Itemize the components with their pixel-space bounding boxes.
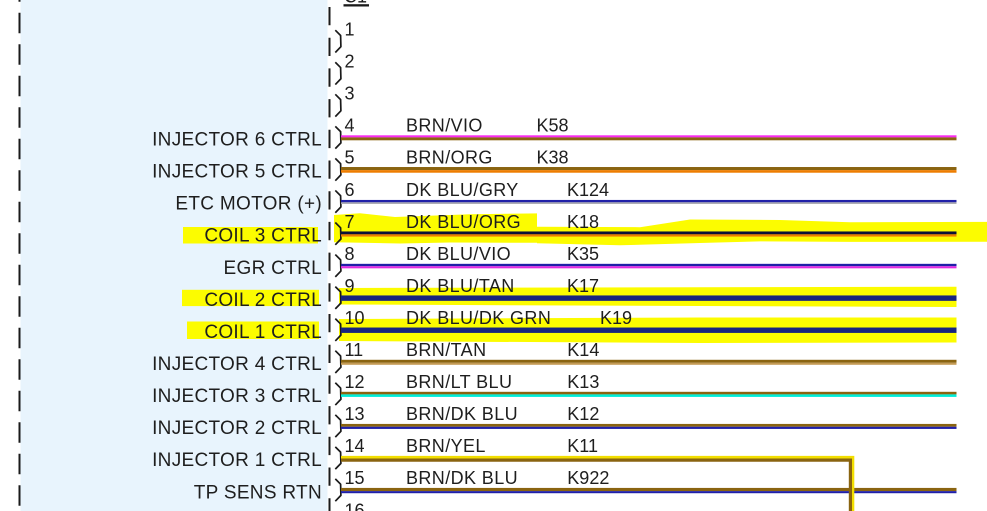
svg-text:K58: K58 [537,116,569,136]
svg-text:DK BLU/GRY: DK BLU/GRY [406,180,519,200]
svg-text:K922: K922 [567,468,609,488]
svg-text:11: 11 [345,340,364,360]
svg-text:BRN/YEL: BRN/YEL [406,436,486,456]
svg-text:COIL 1 CTRL: COIL 1 CTRL [204,322,322,343]
svg-text:BRN/LT BLU: BRN/LT BLU [406,372,512,392]
svg-text:BRN/DK BLU: BRN/DK BLU [406,404,518,424]
svg-text:COIL 2 CTRL: COIL 2 CTRL [204,290,322,311]
svg-text:10: 10 [345,308,365,328]
svg-text:INJECTOR 2 CTRL: INJECTOR 2 CTRL [152,418,322,439]
svg-text:K19: K19 [600,308,632,328]
svg-text:INJECTOR 3 CTRL: INJECTOR 3 CTRL [152,386,322,407]
svg-text:2: 2 [345,52,355,72]
svg-text:K17: K17 [567,276,599,296]
svg-text:INJECTOR 1 CTRL: INJECTOR 1 CTRL [152,450,322,471]
svg-text:INJECTOR 5 CTRL: INJECTOR 5 CTRL [152,162,322,183]
svg-text:DK BLU/DK GRN: DK BLU/DK GRN [406,308,551,328]
svg-text:DK BLU/TAN: DK BLU/TAN [406,276,515,296]
svg-text:DK BLU/ORG: DK BLU/ORG [406,212,521,232]
svg-text:8: 8 [345,244,355,264]
svg-text:TP SENS RTN: TP SENS RTN [194,482,322,503]
svg-text:6: 6 [345,180,355,200]
svg-text:C1: C1 [344,0,367,7]
svg-text:K124: K124 [567,180,609,200]
svg-text:K12: K12 [567,404,599,424]
svg-text:4: 4 [345,116,355,136]
svg-text:K35: K35 [567,244,599,264]
svg-text:K11: K11 [567,436,598,456]
svg-text:16: 16 [345,500,365,511]
svg-text:9: 9 [345,276,355,296]
svg-text:1: 1 [345,20,355,40]
svg-text:K13: K13 [567,372,599,392]
svg-text:BRN/TAN: BRN/TAN [406,340,486,360]
svg-text:EGR CTRL: EGR CTRL [224,258,322,279]
svg-text:INJECTOR 4 CTRL: INJECTOR 4 CTRL [152,354,322,375]
svg-text:3: 3 [345,84,355,104]
svg-text:BRN/VIO: BRN/VIO [406,116,483,136]
svg-text:14: 14 [345,436,365,456]
svg-text:5: 5 [345,148,355,168]
svg-text:15: 15 [345,468,365,488]
svg-text:INJECTOR 6 CTRL: INJECTOR 6 CTRL [152,130,322,151]
svg-text:K18: K18 [567,212,599,232]
svg-text:BRN/ORG: BRN/ORG [406,148,493,168]
svg-text:BRN/DK BLU: BRN/DK BLU [406,468,518,488]
svg-text:12: 12 [345,372,365,392]
svg-text:7: 7 [345,212,355,232]
svg-text:COIL 3 CTRL: COIL 3 CTRL [204,226,322,247]
svg-text:K14: K14 [567,340,599,360]
svg-text:ETC MOTOR (+): ETC MOTOR (+) [175,194,322,215]
svg-text:DK BLU/VIO: DK BLU/VIO [406,244,511,264]
svg-text:K38: K38 [537,148,569,168]
svg-text:13: 13 [345,404,365,424]
